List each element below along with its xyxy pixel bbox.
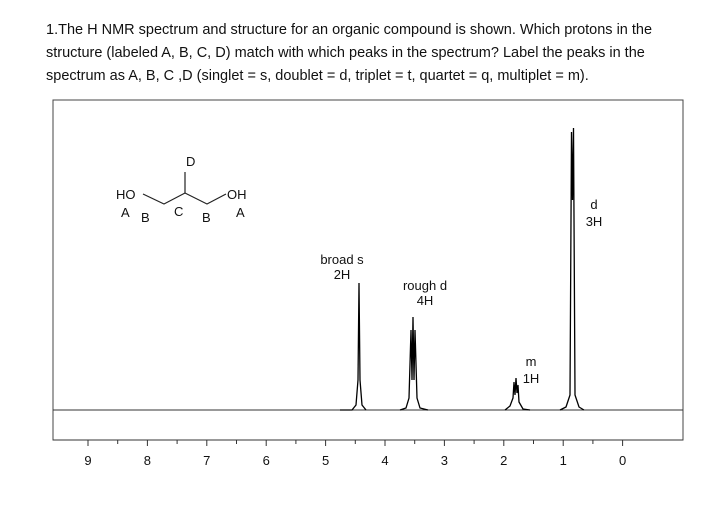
structure-label: B <box>141 210 150 225</box>
axis-tick-label: 2 <box>500 453 507 468</box>
axis-tick-label: 9 <box>84 453 91 468</box>
axis-tick-label: 4 <box>381 453 388 468</box>
structure-label: A <box>236 205 245 220</box>
axis-tick-label: 1 <box>560 453 567 468</box>
structure-label: A <box>121 205 130 220</box>
axis-tick-label: 5 <box>322 453 329 468</box>
peak-label: d <box>590 197 597 212</box>
structure-label: C <box>174 204 183 219</box>
peak-label: m <box>526 354 537 369</box>
axis-tick-label: 8 <box>144 453 151 468</box>
axis-ticks: 9 8 7 6 5 4 3 2 1 0 <box>84 440 626 468</box>
peak-integration: 2H <box>334 267 351 282</box>
axis-tick-label: 0 <box>619 453 626 468</box>
peak-integration: 3H <box>586 214 603 229</box>
question-line: 1.The H NMR spectrum and structure for a… <box>46 22 653 38</box>
spectrum-trace <box>340 127 585 411</box>
axis-tick-label: 7 <box>203 453 210 468</box>
structure-group: HO <box>116 187 136 202</box>
structure-group: OH <box>227 187 247 202</box>
structure-label: D <box>186 154 195 169</box>
peak-integration: 1H <box>523 371 540 386</box>
question-line: structure (labeled A, B, C, D) match wit… <box>46 45 645 61</box>
axis-tick-label: 6 <box>263 453 270 468</box>
structure-label: B <box>202 210 211 225</box>
figure-frame <box>52 99 684 441</box>
peak-integration: 4H <box>417 293 434 308</box>
axis-tick-label: 3 <box>441 453 448 468</box>
peak-label: broad s <box>320 252 364 267</box>
structure-bonds <box>142 192 227 205</box>
peak-label: rough d <box>403 278 447 293</box>
question-line: spectrum as A, B, C ,D (singlet = s, dou… <box>46 68 589 84</box>
